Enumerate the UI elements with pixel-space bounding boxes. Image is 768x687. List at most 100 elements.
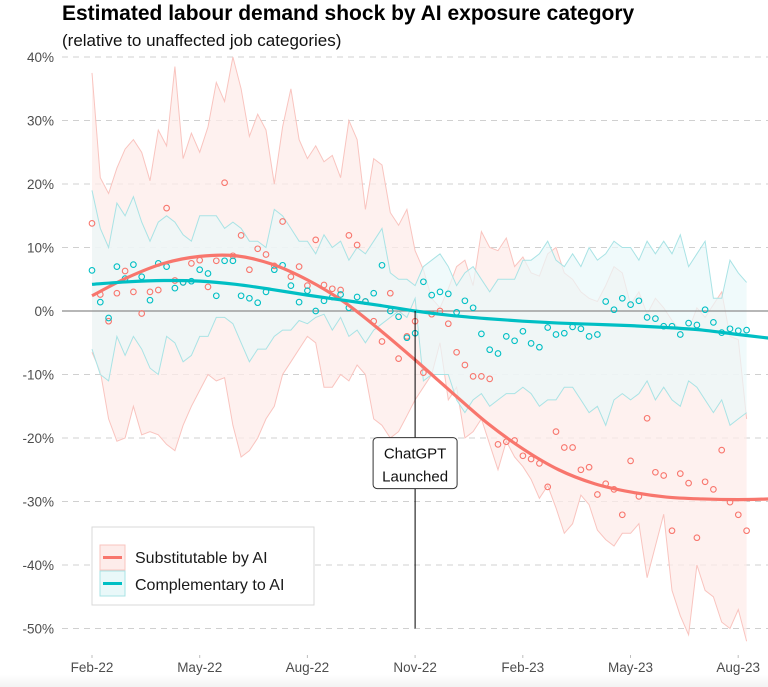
data-point-complementary [395, 313, 402, 321]
data-point-substitutable [105, 317, 112, 325]
y-tick-label: 0% [34, 304, 54, 319]
fitted-line-complementary [91, 278, 768, 340]
data-point-substitutable [577, 466, 585, 474]
data-point-complementary [420, 278, 427, 286]
data-point-substitutable [453, 348, 460, 356]
data-point-substitutable [685, 479, 692, 487]
band-complementary [92, 190, 747, 426]
data-point-substitutable [560, 444, 568, 451]
data-points [88, 179, 750, 542]
data-point-complementary [237, 292, 245, 300]
y-tick-label: 40% [27, 50, 54, 65]
data-point-complementary [627, 301, 634, 308]
y-tick-label: -30% [22, 495, 54, 510]
x-tick-label: May-23 [608, 660, 653, 675]
data-point-substitutable [693, 534, 701, 542]
data-point-complementary [295, 298, 303, 306]
x-tick-label: Nov-22 [393, 660, 437, 675]
data-point-substitutable [469, 373, 477, 380]
data-point-substitutable [138, 310, 146, 317]
data-point-substitutable [154, 286, 162, 294]
data-point-substitutable [246, 266, 253, 274]
data-point-complementary [229, 257, 237, 265]
legend-item-substitutable[interactable]: Substitutable by AI [99, 544, 268, 571]
data-point-complementary [130, 261, 137, 268]
legend: Substitutable by AI Complementary to AI [91, 526, 315, 606]
data-point-substitutable [710, 486, 717, 493]
data-point-complementary [618, 294, 626, 302]
y-tick-label: -10% [22, 368, 54, 383]
legend-label-complementary: Complementary to AI [135, 577, 284, 594]
data-point-complementary [246, 294, 253, 302]
y-tick-label: 30% [27, 114, 54, 129]
data-point-complementary [652, 315, 659, 322]
data-point-substitutable [188, 260, 195, 267]
band-lower-edge-complementary [91, 296, 747, 427]
y-tick-label: -20% [22, 431, 54, 446]
data-point-complementary [304, 287, 311, 295]
data-point-substitutable [494, 441, 502, 448]
data-point-substitutable [676, 470, 684, 477]
data-point-complementary [685, 319, 692, 327]
data-point-substitutable [668, 527, 676, 535]
data-point-complementary [494, 350, 502, 357]
data-point-complementary [105, 314, 112, 322]
data-point-complementary [519, 327, 527, 335]
legend-label-substitutable: Substitutable by AI [135, 550, 268, 567]
data-point-substitutable [660, 472, 668, 479]
data-point-complementary [544, 324, 552, 331]
data-point-substitutable [544, 483, 552, 491]
data-point-complementary [88, 267, 96, 274]
data-point-complementary [676, 331, 684, 338]
data-point-substitutable [734, 511, 742, 519]
data-point-substitutable [204, 283, 212, 291]
data-point-substitutable [743, 527, 750, 535]
data-point-complementary [701, 306, 709, 314]
data-point-substitutable [594, 491, 601, 498]
data-point-complementary [370, 289, 378, 297]
chatgpt-label-line2: Launched [382, 469, 448, 486]
confidence-bands [91, 56, 748, 642]
data-point-complementary [693, 321, 701, 329]
data-point-substitutable [345, 232, 353, 239]
data-point-complementary [312, 307, 320, 315]
data-point-complementary [171, 284, 179, 292]
data-point-complementary [204, 270, 212, 277]
data-point-substitutable [461, 361, 469, 369]
band-substitutable [92, 57, 747, 642]
footer-strip [0, 675, 768, 687]
data-point-substitutable [295, 263, 303, 270]
chart-title: Estimated labour demand shock by AI expo… [62, 2, 635, 25]
data-point-complementary [511, 337, 518, 345]
data-point-substitutable [328, 285, 336, 293]
y-tick-label: -40% [22, 558, 54, 573]
data-point-complementary [502, 333, 510, 340]
data-point-complementary [478, 330, 485, 338]
x-tick-label: Feb-22 [71, 660, 114, 675]
data-point-complementary [138, 273, 146, 281]
data-point-complementary [635, 297, 643, 305]
data-point-substitutable [130, 288, 137, 296]
data-point-complementary [585, 333, 593, 340]
data-point-substitutable [237, 232, 245, 239]
data-point-substitutable [486, 375, 494, 383]
data-point-complementary [552, 331, 560, 338]
data-point-substitutable [113, 289, 121, 297]
axes: 40% 30% 20% 10% 0% -10% -20% -30% -40% -50% Feb-22… [22, 50, 759, 675]
data-point-complementary [726, 325, 734, 333]
legend-item-complementary[interactable]: Complementary to AI [99, 570, 284, 597]
data-point-substitutable [88, 220, 96, 227]
data-point-complementary [287, 282, 295, 289]
chatgpt-label-line1: ChatGPT [384, 446, 447, 463]
data-point-substitutable [519, 452, 527, 460]
data-point-substitutable [221, 179, 228, 187]
data-point-substitutable [395, 355, 402, 362]
data-point-substitutable [478, 373, 485, 380]
data-point-complementary [527, 340, 535, 347]
data-point-substitutable [378, 338, 386, 345]
data-point-complementary [196, 266, 204, 274]
fitted-line-substitutable [91, 253, 768, 502]
y-tick-label: -50% [22, 622, 54, 637]
data-point-complementary [594, 331, 601, 338]
